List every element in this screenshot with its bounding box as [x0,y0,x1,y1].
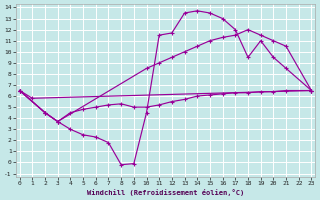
X-axis label: Windchill (Refroidissement éolien,°C): Windchill (Refroidissement éolien,°C) [87,189,244,196]
